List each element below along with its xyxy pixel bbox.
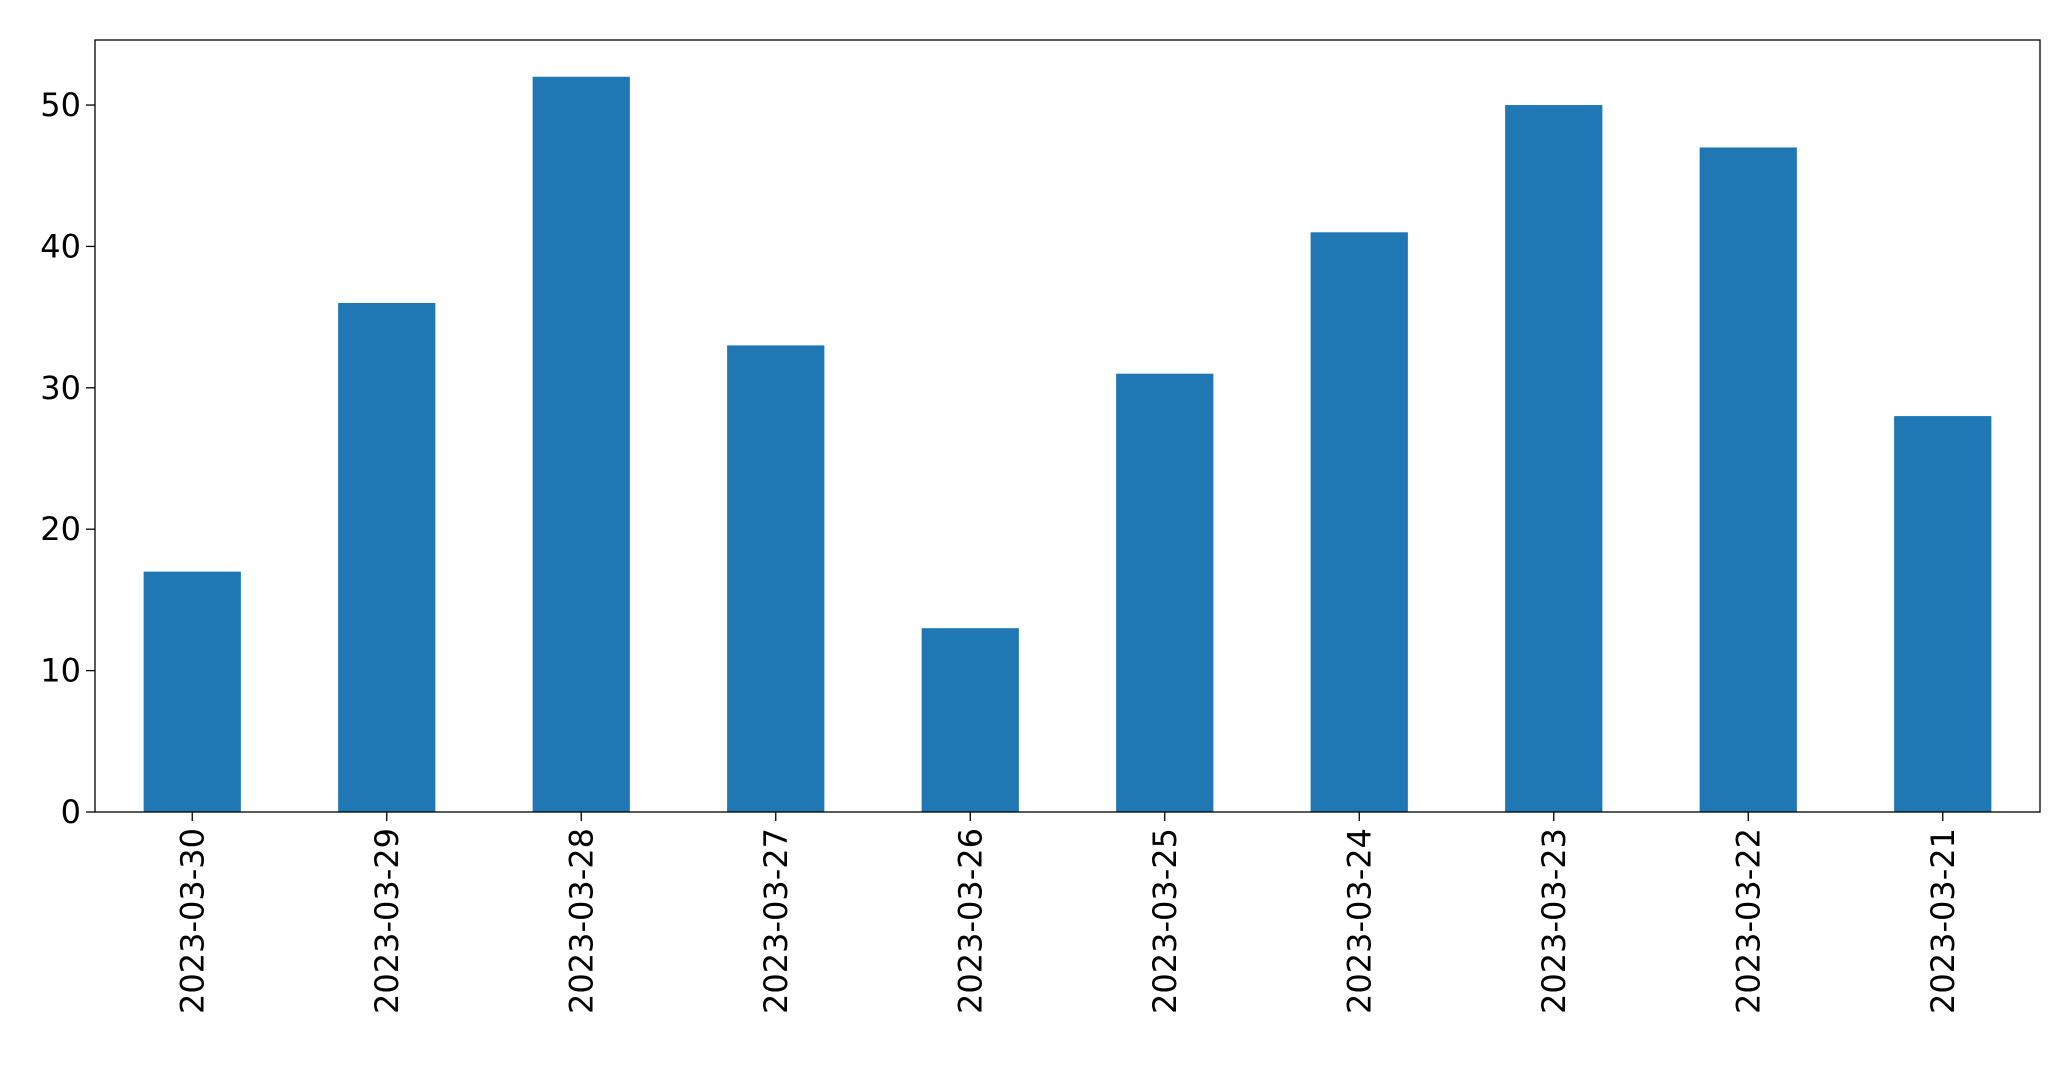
bar-2023-03-28 (532, 76, 630, 812)
x-tick-label: 2023-03-30 (173, 828, 211, 1014)
bars-layer (143, 76, 1992, 813)
bar-2023-03-26 (921, 628, 1019, 812)
x-tick-label: 2023-03-26 (951, 828, 989, 1014)
x-axis: 2023-03-30 2023-03-29 2023-03-28 2023-03-27… (173, 812, 1962, 1014)
bar-2023-03-29 (338, 302, 436, 812)
y-axis: 0 10 20 30 40 50 (40, 86, 95, 831)
bar-2023-03-21 (1894, 416, 1992, 812)
x-tick-label: 2023-03-24 (1340, 828, 1378, 1014)
bar-2023-03-24 (1310, 232, 1408, 813)
x-tick-label: 2023-03-29 (368, 828, 406, 1014)
y-tick-label: 50 (40, 86, 81, 124)
y-tick-label: 10 (40, 652, 81, 690)
bar-2023-03-30 (143, 571, 241, 812)
y-tick-label: 40 (40, 227, 81, 265)
y-tick-label: 0 (61, 793, 81, 831)
x-tick-label: 2023-03-21 (1924, 828, 1962, 1014)
y-tick-label: 20 (40, 510, 81, 548)
x-tick-label: 2023-03-22 (1729, 828, 1767, 1014)
x-tick-label: 2023-03-23 (1535, 828, 1573, 1014)
bar-2023-03-27 (727, 345, 825, 812)
y-tick-label: 30 (40, 369, 81, 407)
x-tick-label: 2023-03-27 (757, 828, 795, 1014)
bar-2023-03-23 (1505, 105, 1603, 813)
x-tick-label: 2023-03-25 (1146, 828, 1184, 1014)
x-tick-label: 2023-03-28 (562, 828, 600, 1014)
plot-frame (94, 39, 2041, 813)
bar-2023-03-25 (1116, 373, 1214, 812)
bar-2023-03-22 (1699, 147, 1797, 812)
